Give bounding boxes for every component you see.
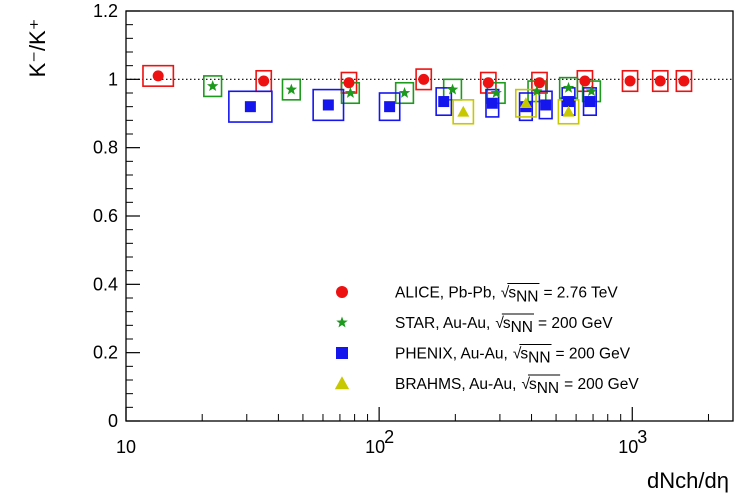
circle-point [418,73,430,85]
star-point [585,85,598,97]
y-tick-label: 0.6 [93,206,118,226]
triangle-sys-box [514,88,537,118]
y-tick-label: 0.8 [93,138,118,158]
systematic-boxes-layer [142,64,693,125]
legend-sqrt-subscript: NN [516,289,538,306]
square-point [540,99,552,111]
legend-energy: = 2.76 TeV [543,285,618,302]
legend-label: STAR, Au-Au, [395,315,490,332]
square-point [563,96,575,108]
square-sys-box [485,88,500,118]
square-point [438,96,450,108]
triangle-point [562,105,575,117]
star-point [562,81,575,93]
x-tick-label: 10 [618,437,638,457]
triangle-point [457,105,470,117]
circle-point [533,77,545,89]
triangle-point [519,97,532,109]
circle-point [482,77,494,89]
star-point [531,85,543,97]
legend-energy: = 200 GeV [538,315,613,332]
y-tick-label: 1 [108,69,118,89]
legend-energy: = 200 GeV [556,346,631,363]
y-tick-label: 0.2 [93,343,118,363]
circle-sys-box [415,68,433,91]
legend-sqrt-subscript: NN [537,380,559,397]
data-points-layer [152,70,690,117]
axes-layer [125,10,709,422]
square-sys-box [435,87,453,117]
circle-sys-box [651,69,669,93]
square-sys-box [312,88,345,122]
legend-sqrt-s: s [503,315,511,332]
legend-sqrt-sign: √ [521,376,530,393]
square-point [244,101,256,113]
legend-sqrt-s: s [520,346,528,363]
star-sys-box [281,78,302,101]
circle-point [624,75,636,87]
circle-point [152,70,164,82]
axis-titles-layer: K⁻/K⁺ dNch/dη [25,19,729,493]
legend-marker [334,376,350,390]
circle-sys-box [621,69,639,93]
legend-sqrt-sign: √ [501,285,510,302]
square-point [322,99,334,111]
legend-sqrt-subscript: NN [511,319,533,336]
square-sys-box [518,92,534,122]
legend-marker [336,316,348,328]
x-axis-title: dNch/dη [647,468,729,493]
star-point [206,80,219,92]
legend-label: BRAHMS, Au-Au, [395,376,516,393]
circle-point [258,75,270,87]
star-point [344,87,357,98]
x-tick-exponent: 3 [637,427,647,447]
square-point [486,97,498,109]
circle-sys-box [675,69,693,93]
y-tick-label: 0 [108,411,118,431]
circle-point [579,75,591,87]
circle-sys-box [142,64,175,87]
square-point [384,101,396,113]
star-point [398,87,411,98]
legend-sqrt-s: s [508,285,516,302]
star-point [285,83,298,95]
circle-point [654,75,666,87]
legend-marker [336,286,348,298]
triangle-sys-box [452,99,475,125]
x-tick-label: 10 [365,437,385,457]
star-sys-box [203,75,223,98]
legend-sqrt-sign: √ [495,315,504,332]
y-tick-label: 1.2 [93,1,118,21]
legend-label: ALICE, Pb-Pb, [395,285,496,302]
legend-marker [336,347,348,359]
legend-sqrt-subscript: NN [528,350,550,367]
legend-label: PHENIX, Au-Au, [395,346,508,363]
star-point [446,83,459,95]
square-sys-box [228,90,273,123]
y-tick-label: 0.4 [93,274,118,294]
square-sys-box [582,87,597,117]
y-axis-title: K⁻/K⁺ [25,19,50,78]
square-sys-box [538,90,553,120]
x-tick-label: 10 [116,437,136,457]
legend-energy: = 200 GeV [564,376,639,393]
x-tick-exponent: 2 [384,427,394,447]
square-point [584,96,596,108]
square-sys-box [378,92,401,122]
circle-point [343,77,355,89]
circle-point [678,75,690,87]
tick-labels-layer: 00.20.40.60.811.210 102 103 [93,1,647,457]
star-point [490,87,502,98]
legend-sqrt-sign: √ [513,346,522,363]
legend-sqrt-s: s [529,376,537,393]
